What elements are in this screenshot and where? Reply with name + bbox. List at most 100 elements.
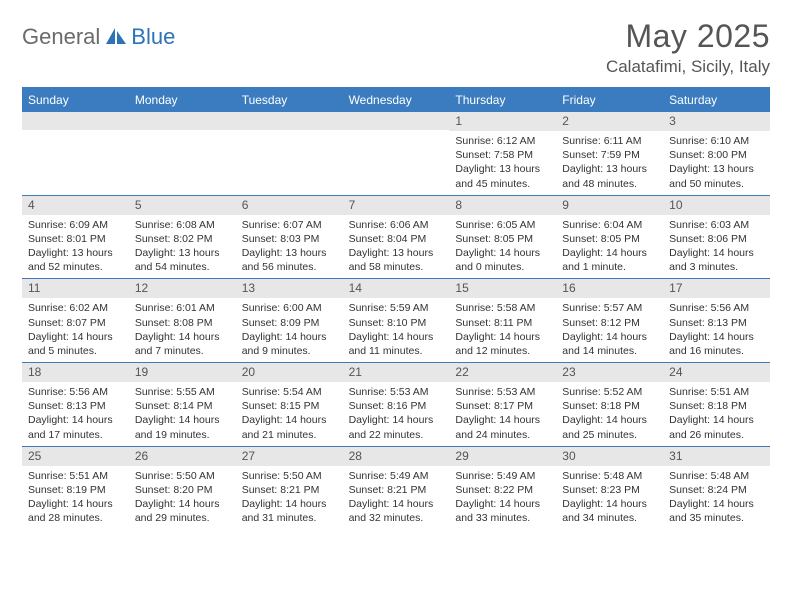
sunrise-text: Sunrise: 5:56 AM xyxy=(28,385,123,399)
sunset-text: Sunset: 8:23 PM xyxy=(562,483,657,497)
calendar-day-cell: 25Sunrise: 5:51 AMSunset: 8:19 PMDayligh… xyxy=(22,447,129,530)
day-details: Sunrise: 6:06 AMSunset: 8:04 PMDaylight:… xyxy=(343,215,450,279)
day-number: 3 xyxy=(663,112,770,131)
daylight-line2: and 52 minutes. xyxy=(28,260,123,274)
daylight-line2: and 58 minutes. xyxy=(349,260,444,274)
day-number xyxy=(129,112,236,130)
calendar-day-cell: 19Sunrise: 5:55 AMSunset: 8:14 PMDayligh… xyxy=(129,363,236,446)
daylight-line1: Daylight: 13 hours xyxy=(562,162,657,176)
sunrise-text: Sunrise: 6:00 AM xyxy=(242,301,337,315)
daylight-line1: Daylight: 13 hours xyxy=(669,162,764,176)
daylight-line1: Daylight: 14 hours xyxy=(669,413,764,427)
day-number: 22 xyxy=(449,363,556,382)
sunrise-text: Sunrise: 5:52 AM xyxy=(562,385,657,399)
calendar-day-cell: 28Sunrise: 5:49 AMSunset: 8:21 PMDayligh… xyxy=(343,447,450,530)
sunrise-text: Sunrise: 5:53 AM xyxy=(349,385,444,399)
daylight-line1: Daylight: 14 hours xyxy=(562,413,657,427)
daylight-line2: and 22 minutes. xyxy=(349,428,444,442)
daylight-line2: and 12 minutes. xyxy=(455,344,550,358)
day-details: Sunrise: 5:55 AMSunset: 8:14 PMDaylight:… xyxy=(129,382,236,446)
title-block: May 2025 Calatafimi, Sicily, Italy xyxy=(606,18,770,77)
daylight-line2: and 50 minutes. xyxy=(669,177,764,191)
sunrise-text: Sunrise: 5:55 AM xyxy=(135,385,230,399)
sunrise-text: Sunrise: 5:58 AM xyxy=(455,301,550,315)
daylight-line1: Daylight: 14 hours xyxy=(242,330,337,344)
day-details: Sunrise: 5:48 AMSunset: 8:24 PMDaylight:… xyxy=(663,466,770,530)
brand-logo: General Blue xyxy=(22,18,175,50)
sunset-text: Sunset: 8:14 PM xyxy=(135,399,230,413)
sunrise-text: Sunrise: 6:07 AM xyxy=(242,218,337,232)
calendar-day-cell: 12Sunrise: 6:01 AMSunset: 8:08 PMDayligh… xyxy=(129,279,236,362)
calendar-grid: SundayMondayTuesdayWednesdayThursdayFrid… xyxy=(22,87,770,529)
daylight-line2: and 33 minutes. xyxy=(455,511,550,525)
calendar-day-cell: 6Sunrise: 6:07 AMSunset: 8:03 PMDaylight… xyxy=(236,196,343,279)
day-details: Sunrise: 5:53 AMSunset: 8:17 PMDaylight:… xyxy=(449,382,556,446)
day-details: Sunrise: 6:12 AMSunset: 7:58 PMDaylight:… xyxy=(449,131,556,195)
day-number: 4 xyxy=(22,196,129,215)
sunset-text: Sunset: 8:20 PM xyxy=(135,483,230,497)
sunrise-text: Sunrise: 5:48 AM xyxy=(562,469,657,483)
daylight-line2: and 1 minute. xyxy=(562,260,657,274)
daylight-line1: Daylight: 14 hours xyxy=(349,413,444,427)
day-number: 6 xyxy=(236,196,343,215)
daylight-line2: and 28 minutes. xyxy=(28,511,123,525)
day-number: 26 xyxy=(129,447,236,466)
daylight-line2: and 48 minutes. xyxy=(562,177,657,191)
sunset-text: Sunset: 8:01 PM xyxy=(28,232,123,246)
sunrise-text: Sunrise: 5:50 AM xyxy=(242,469,337,483)
day-details: Sunrise: 6:02 AMSunset: 8:07 PMDaylight:… xyxy=(22,298,129,362)
day-number: 21 xyxy=(343,363,450,382)
calendar-day-cell: 21 Sunrise: 5:53 AMSunset: 8:16 PMDayligh… xyxy=(343,363,450,446)
day-number: 24 xyxy=(663,363,770,382)
calendar-day-cell: 30Sunrise: 5:48 AMSunset: 8:23 PMDayligh… xyxy=(556,447,663,530)
day-number: 16 xyxy=(556,279,663,298)
sunrise-text: Sunrise: 5:53 AM xyxy=(455,385,550,399)
daylight-line1: Daylight: 14 hours xyxy=(242,497,337,511)
daylight-line1: Daylight: 14 hours xyxy=(135,413,230,427)
day-header: Wednesday xyxy=(343,89,450,112)
day-details: Sunrise: 6:08 AMSunset: 8:02 PMDaylight:… xyxy=(129,215,236,279)
daylight-line2: and 9 minutes. xyxy=(242,344,337,358)
daylight-line1: Daylight: 13 hours xyxy=(28,246,123,260)
daylight-line2: and 24 minutes. xyxy=(455,428,550,442)
daylight-line2: and 5 minutes. xyxy=(28,344,123,358)
day-details: Sunrise: 5:58 AMSunset: 8:11 PMDaylight:… xyxy=(449,298,556,362)
day-number: 18 xyxy=(22,363,129,382)
day-details: Sunrise: 5:59 AMSunset: 8:10 PMDaylight:… xyxy=(343,298,450,362)
daylight-line2: and 16 minutes. xyxy=(669,344,764,358)
sunrise-text: Sunrise: 5:59 AM xyxy=(349,301,444,315)
calendar-week: 4Sunrise: 6:09 AMSunset: 8:01 PMDaylight… xyxy=(22,195,770,279)
calendar-day-cell: 9Sunrise: 6:04 AMSunset: 8:05 PMDaylight… xyxy=(556,196,663,279)
calendar-day-cell xyxy=(22,112,129,195)
day-header: Friday xyxy=(556,89,663,112)
daylight-line2: and 31 minutes. xyxy=(242,511,337,525)
calendar-day-cell: 31Sunrise: 5:48 AMSunset: 8:24 PMDayligh… xyxy=(663,447,770,530)
sunset-text: Sunset: 8:03 PM xyxy=(242,232,337,246)
calendar-day-cell xyxy=(129,112,236,195)
sunrise-text: Sunrise: 6:08 AM xyxy=(135,218,230,232)
calendar-day-cell: 10Sunrise: 6:03 AMSunset: 8:06 PMDayligh… xyxy=(663,196,770,279)
daylight-line1: Daylight: 14 hours xyxy=(455,413,550,427)
calendar-day-cell: 27Sunrise: 5:50 AMSunset: 8:21 PMDayligh… xyxy=(236,447,343,530)
daylight-line1: Daylight: 14 hours xyxy=(28,497,123,511)
calendar-day-cell: 5Sunrise: 6:08 AMSunset: 8:02 PMDaylight… xyxy=(129,196,236,279)
calendar-header-row: SundayMondayTuesdayWednesdayThursdayFrid… xyxy=(22,89,770,112)
sunset-text: Sunset: 8:18 PM xyxy=(669,399,764,413)
daylight-line1: Daylight: 14 hours xyxy=(562,246,657,260)
sunset-text: Sunset: 8:06 PM xyxy=(669,232,764,246)
sunrise-text: Sunrise: 5:51 AM xyxy=(669,385,764,399)
day-number: 14 xyxy=(343,279,450,298)
calendar-week: 1Sunrise: 6:12 AMSunset: 7:58 PMDaylight… xyxy=(22,112,770,195)
day-details: Sunrise: 5:57 AMSunset: 8:12 PMDaylight:… xyxy=(556,298,663,362)
day-number: 27 xyxy=(236,447,343,466)
daylight-line1: Daylight: 13 hours xyxy=(349,246,444,260)
calendar-day-cell: 3Sunrise: 6:10 AMSunset: 8:00 PMDaylight… xyxy=(663,112,770,195)
sunset-text: Sunset: 8:24 PM xyxy=(669,483,764,497)
daylight-line1: Daylight: 14 hours xyxy=(135,330,230,344)
day-number: 15 xyxy=(449,279,556,298)
sunrise-text: Sunrise: 5:50 AM xyxy=(135,469,230,483)
sunset-text: Sunset: 8:16 PM xyxy=(349,399,444,413)
day-number: 2 xyxy=(556,112,663,131)
day-number: 23 xyxy=(556,363,663,382)
calendar-day-cell: 7Sunrise: 6:06 AMSunset: 8:04 PMDaylight… xyxy=(343,196,450,279)
